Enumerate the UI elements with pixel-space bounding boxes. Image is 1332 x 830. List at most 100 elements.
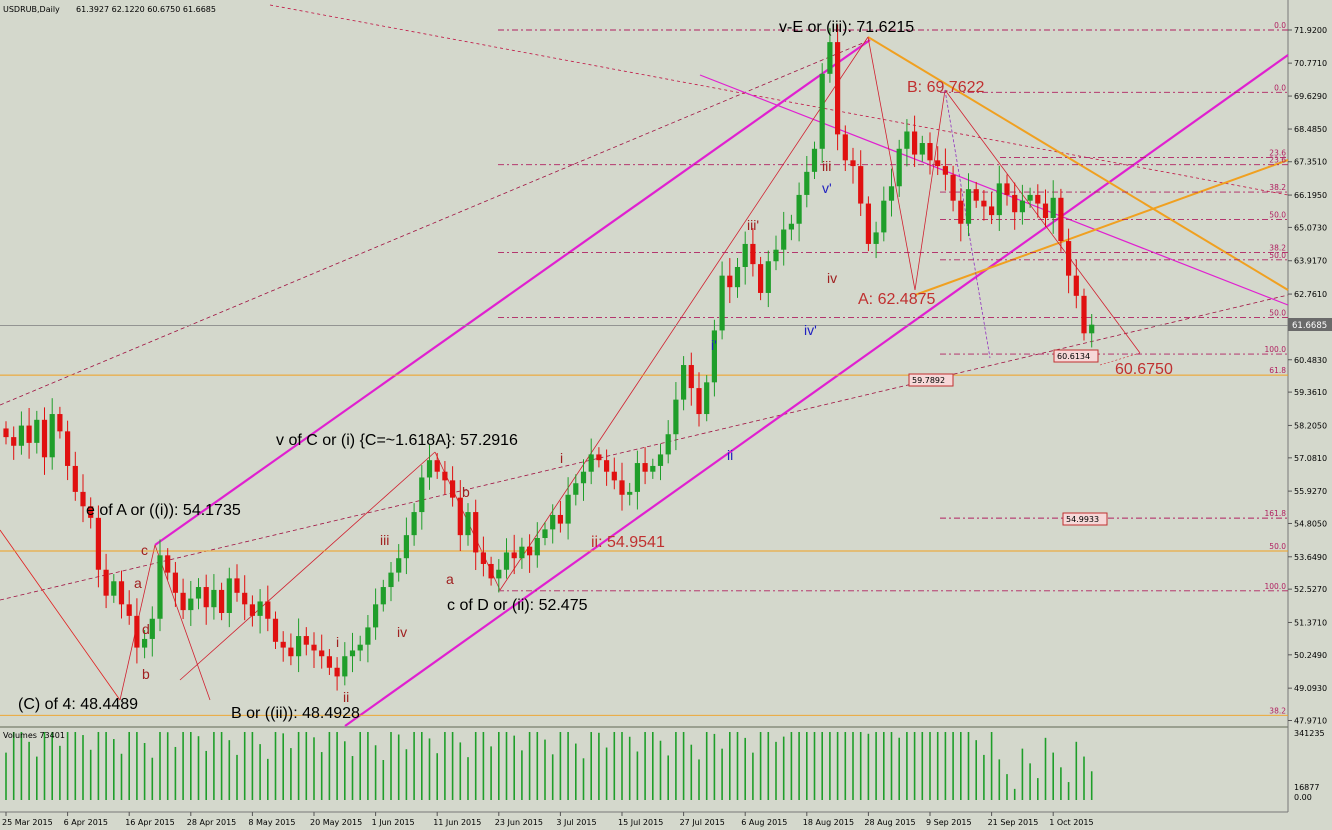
- candle-body: [734, 266, 741, 288]
- price-tick-label: 47.9710: [1294, 717, 1327, 726]
- candle-body: [704, 382, 710, 415]
- price-tick-label: 71.9200: [1294, 26, 1327, 35]
- fib-level-label: 61.8: [1269, 366, 1286, 375]
- candle-body: [750, 243, 756, 265]
- candle-body: [49, 414, 55, 458]
- candle-body: [180, 592, 186, 611]
- candle-body: [765, 261, 771, 293]
- candle-body: [1066, 241, 1072, 276]
- wave-ii-blue: ii: [727, 447, 733, 463]
- fib-level-label: 50.0: [1269, 542, 1286, 551]
- price-axis: 71.9200 70.7710 69.6290 68.4850 67.3510 66.19…: [1288, 26, 1327, 802]
- candle-body: [188, 598, 194, 611]
- wave-i-left: i: [336, 634, 339, 650]
- candle-body: [149, 618, 155, 639]
- volume-bars: [5, 732, 1093, 800]
- price-tick-label: 57.0810: [1294, 454, 1327, 463]
- candle-body: [95, 517, 101, 570]
- trendline-lower-dashed: [0, 294, 1289, 601]
- candle-body: [496, 569, 502, 579]
- wave-iii-prime: iii': [747, 217, 759, 233]
- candle-body: [203, 587, 209, 608]
- candle-body: [57, 414, 63, 432]
- candle-body: [865, 203, 871, 244]
- candle-body: [580, 471, 587, 484]
- trendline-resistance-dashed: [269, 4, 1289, 196]
- candle-body: [288, 647, 294, 657]
- candle-body: [1012, 194, 1018, 213]
- candle-body: [142, 638, 148, 648]
- price-tick-label: 69.6290: [1294, 92, 1327, 101]
- candle-body: [111, 581, 117, 596]
- wave-iii-top: iii: [822, 158, 831, 174]
- candle-body: [442, 471, 448, 481]
- candle-body: [1089, 324, 1095, 334]
- candle-body: [326, 656, 332, 668]
- candle-body: [80, 491, 86, 507]
- fib-level-label: 100.0: [1265, 345, 1287, 354]
- candle-body: [688, 365, 694, 389]
- date-tick-label: 16 Apr 2015: [125, 818, 174, 827]
- date-tick-label: 20 May 2015: [310, 818, 362, 827]
- candle-body: [588, 454, 594, 472]
- label-c-of-4: (C) of 4: 48.4489: [18, 696, 138, 713]
- date-tick-label: 18 Aug 2015: [803, 818, 854, 827]
- price-tick-label: 63.9170: [1294, 257, 1327, 266]
- price-pane[interactable]: [0, 0, 1288, 726]
- price-tick-label: 58.2050: [1294, 421, 1327, 430]
- candle-body: [634, 463, 640, 492]
- fib-level-label: 50.0: [1269, 308, 1286, 317]
- candle-body: [18, 425, 24, 446]
- price-tick-label: 59.3610: [1294, 388, 1327, 397]
- price-tick-label: 51.3710: [1294, 618, 1327, 627]
- candle-body: [1019, 200, 1025, 213]
- candle-body: [365, 627, 371, 645]
- candle-body: [1042, 203, 1049, 218]
- candle-body: [673, 399, 679, 435]
- fib-labels: 0.00.023.623.638.250.038.250.050.0100.06…: [1265, 21, 1287, 715]
- candle-body: [265, 601, 271, 619]
- candle-body: [534, 538, 540, 556]
- candle-body: [1081, 295, 1087, 334]
- trendline-upper-dashed: [0, 39, 871, 406]
- fib-level-label: 0.0: [1274, 21, 1286, 30]
- wave-b-mid: b: [462, 484, 470, 500]
- volume-tick-label: 0.00: [1294, 793, 1312, 802]
- candle-body: [419, 477, 425, 513]
- channel-upper: [154, 39, 871, 546]
- candle-body: [819, 73, 825, 149]
- candle-body: [665, 434, 671, 455]
- fib-level-label: 38.2: [1269, 183, 1286, 192]
- date-tick-label: 6 Apr 2015: [64, 818, 108, 827]
- candle-body: [650, 465, 656, 472]
- candle-body: [888, 186, 895, 201]
- date-tick-label: 1 Oct 2015: [1049, 818, 1093, 827]
- label-low: 60.6750: [1115, 361, 1173, 378]
- candle-body: [195, 587, 202, 599]
- candle-body: [1073, 275, 1079, 296]
- price-tick-label: 68.4850: [1294, 125, 1327, 134]
- current-price-box: [1288, 318, 1332, 331]
- zigzag-2: [154, 544, 211, 701]
- candle-body: [226, 578, 232, 613]
- candle-body: [234, 578, 240, 593]
- volume-pane[interactable]: [0, 728, 1288, 812]
- fib-level-label: 38.2: [1269, 244, 1286, 253]
- candle-body: [858, 166, 864, 204]
- candle-body: [334, 667, 340, 677]
- candle-body: [981, 200, 987, 207]
- candle-body: [657, 454, 664, 466]
- channel-top-diag: [699, 74, 1289, 306]
- fib-level-label: 0.0: [1274, 83, 1286, 92]
- price-tags: 60.6134 59.7892 54.9933: [908, 349, 1108, 526]
- candle-body: [573, 483, 579, 495]
- candle-body: [488, 563, 494, 579]
- candle-body: [811, 148, 818, 172]
- wave-a-left: a: [134, 575, 142, 591]
- price-tick-label: 55.9270: [1294, 487, 1327, 496]
- candle-body: [388, 572, 394, 588]
- wave-a-mid: a: [446, 571, 454, 587]
- candle-body: [989, 206, 995, 216]
- candle-body: [126, 604, 132, 616]
